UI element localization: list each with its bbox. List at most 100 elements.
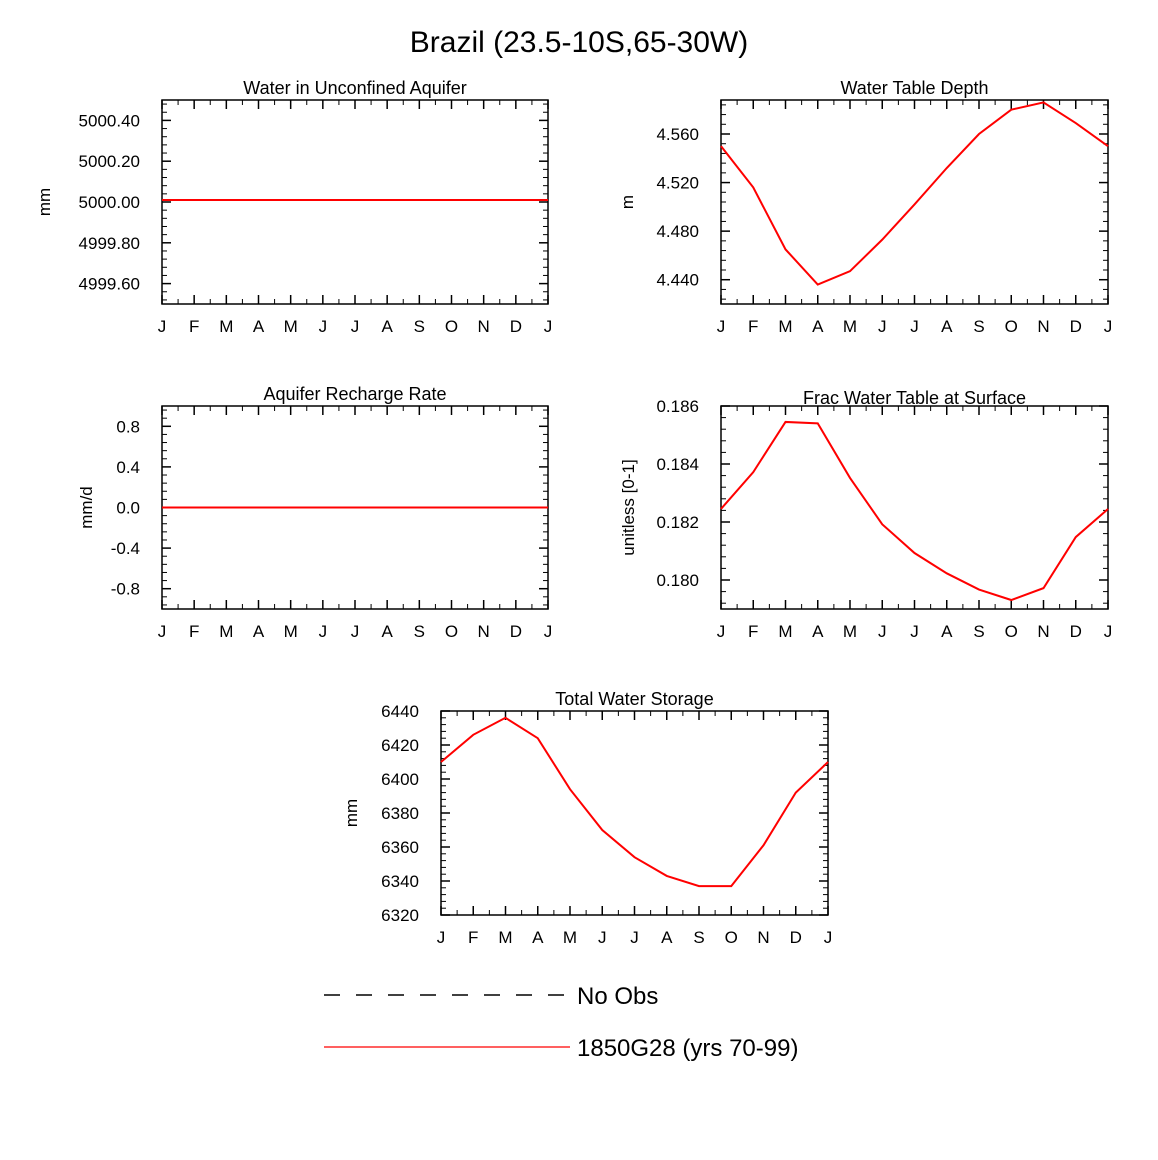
x-tick-label: O (1005, 317, 1018, 336)
x-tick-label: D (1070, 622, 1082, 641)
y-tick-label: 0.8 (116, 417, 140, 436)
x-tick-label: J (878, 622, 887, 641)
x-tick-label: A (532, 928, 544, 947)
x-tick-label: O (445, 622, 458, 641)
x-tick-label: A (381, 317, 393, 336)
x-tick-label: J (878, 317, 887, 336)
x-tick-label: M (284, 317, 298, 336)
x-tick-label: S (693, 928, 704, 947)
plot-frame (161, 99, 549, 305)
x-tick-label: M (563, 928, 577, 947)
x-tick-label: M (219, 622, 233, 641)
panel-title: Aquifer Recharge Rate (263, 384, 446, 404)
y-tick-label: 4.440 (656, 271, 699, 290)
y-axis-label: mm/d (77, 486, 96, 529)
x-tick-label: J (717, 317, 726, 336)
x-tick-label: D (1070, 317, 1082, 336)
x-tick-label: J (319, 622, 328, 641)
x-tick-label: S (414, 317, 425, 336)
y-tick-label: 4.480 (656, 222, 699, 241)
x-tick-label: D (510, 622, 522, 641)
y-axis-label: unitless [0-1] (619, 459, 638, 555)
y-tick-label: 4.560 (656, 125, 699, 144)
x-tick-label: M (778, 622, 792, 641)
x-tick-label: S (973, 622, 984, 641)
x-tick-label: O (1005, 622, 1018, 641)
plot-frame (720, 99, 1109, 305)
x-tick-label: F (468, 928, 478, 947)
y-tick-label: 0.186 (656, 397, 699, 416)
y-tick-label: 6420 (381, 736, 419, 755)
x-tick-label: J (319, 317, 328, 336)
series-line (720, 101, 1109, 286)
x-tick-label: N (478, 317, 490, 336)
series-line (720, 420, 1109, 602)
x-tick-label: F (189, 622, 199, 641)
x-tick-label: F (748, 317, 758, 336)
y-tick-label: 6340 (381, 872, 419, 891)
x-tick-label: M (843, 317, 857, 336)
x-tick-label: N (757, 928, 769, 947)
y-axis-label: m (618, 195, 637, 209)
x-tick-label: J (630, 928, 639, 947)
x-tick-label: J (351, 622, 360, 641)
x-tick-label: N (478, 622, 490, 641)
x-tick-label: J (1104, 317, 1113, 336)
y-tick-label: 0.182 (656, 513, 699, 532)
y-tick-label: -0.4 (111, 539, 140, 558)
x-tick-label: M (284, 622, 298, 641)
y-tick-label: 4999.80 (79, 234, 140, 253)
y-tick-label: 0.184 (656, 455, 699, 474)
x-tick-label: A (253, 622, 265, 641)
x-tick-label: M (498, 928, 512, 947)
x-tick-label: F (748, 622, 758, 641)
panel-title: Total Water Storage (555, 689, 713, 709)
y-tick-label: -0.8 (111, 580, 140, 599)
x-tick-label: J (544, 622, 553, 641)
y-tick-label: 6320 (381, 906, 419, 925)
y-tick-label: 0.180 (656, 571, 699, 590)
panel-title: Frac Water Table at Surface (803, 388, 1026, 408)
y-tick-label: 5000.40 (79, 111, 140, 130)
x-tick-label: A (812, 622, 824, 641)
x-tick-label: M (843, 622, 857, 641)
x-tick-label: N (1037, 622, 1049, 641)
x-tick-label: J (158, 622, 167, 641)
legend-label: No Obs (577, 983, 658, 1010)
x-tick-label: J (544, 317, 553, 336)
x-tick-label: J (437, 928, 446, 947)
legend-label: 1850G28 (yrs 70-99) (577, 1035, 798, 1062)
chart-panel-0: J F M A M J J A S O N D J4999.604999.805000.005000.2… (35, 78, 552, 336)
panel-title: Water in Unconfined Aquifer (243, 78, 466, 98)
y-tick-label: 6380 (381, 804, 419, 823)
y-tick-label: 4.520 (656, 174, 699, 193)
y-tick-label: 6400 (381, 770, 419, 789)
x-tick-label: A (253, 317, 265, 336)
x-tick-label: J (910, 622, 919, 641)
figure-title: Brazil (23.5-10S,65-30W) (409, 26, 749, 59)
y-tick-label: 0.0 (116, 499, 140, 518)
x-tick-label: J (351, 317, 360, 336)
y-tick-label: 6440 (381, 702, 419, 721)
x-tick-label: N (1037, 317, 1049, 336)
y-tick-label: 4999.60 (79, 275, 140, 294)
y-tick-label: 0.4 (116, 458, 140, 477)
y-tick-label: 5000.00 (79, 193, 140, 212)
x-tick-label: J (158, 317, 167, 336)
x-tick-label: J (824, 928, 833, 947)
y-tick-label: 6360 (381, 838, 419, 857)
x-tick-label: J (717, 622, 726, 641)
x-tick-label: A (941, 317, 953, 336)
x-tick-label: D (510, 317, 522, 336)
x-tick-label: A (812, 317, 824, 336)
x-tick-label: M (778, 317, 792, 336)
y-axis-label: mm (35, 188, 54, 216)
x-tick-label: O (725, 928, 738, 947)
plot-frame (440, 710, 829, 916)
x-tick-label: A (661, 928, 673, 947)
y-tick-label: 5000.20 (79, 152, 140, 171)
